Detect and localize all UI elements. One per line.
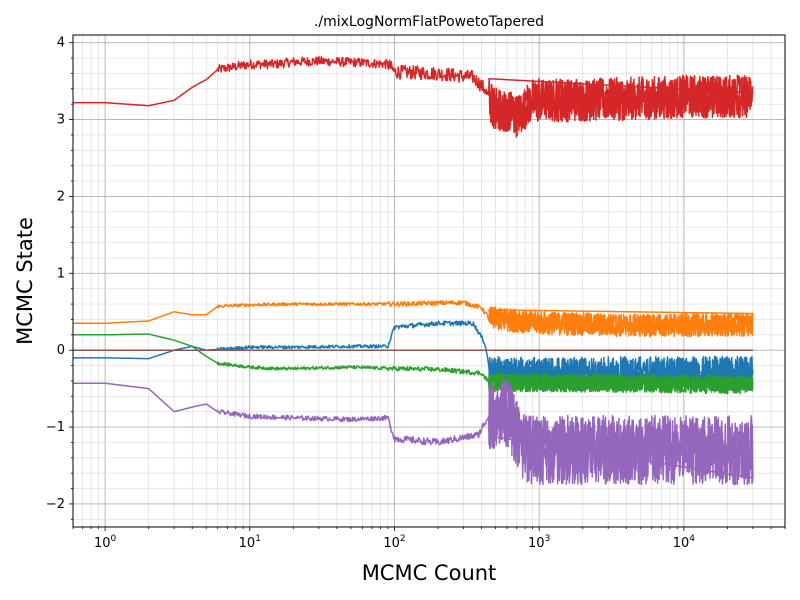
series-line-2 bbox=[72, 300, 754, 338]
y-tick-label: 0 bbox=[57, 343, 65, 358]
plot-frame bbox=[72, 34, 786, 528]
y-tick-label: 1 bbox=[57, 266, 65, 281]
chart-title: ./mixLogNormFlatPowetoTapered bbox=[314, 14, 544, 30]
series-line-4 bbox=[72, 333, 754, 395]
x-tick-label: 102 bbox=[383, 534, 405, 551]
y-axis-label: MCMC State bbox=[13, 217, 37, 345]
x-tick-label: 103 bbox=[528, 534, 550, 551]
x-tick-label: 100 bbox=[94, 534, 117, 551]
y-tick-label: 2 bbox=[57, 189, 65, 204]
x-axis-label: MCMC Count bbox=[362, 561, 497, 585]
y-tick-label: 4 bbox=[57, 36, 65, 51]
y-tick-label: −2 bbox=[46, 497, 65, 512]
axis-ticks: −2 −1 0 1 2 3 4 100 101 102 103 104 bbox=[46, 36, 786, 551]
y-tick-label: −1 bbox=[46, 420, 65, 435]
y-tick-label: 3 bbox=[57, 113, 65, 128]
series-line-6 bbox=[72, 378, 754, 486]
x-tick-label: 104 bbox=[673, 534, 696, 551]
series-lines bbox=[72, 55, 754, 486]
series-line-1 bbox=[72, 55, 754, 138]
x-tick-label: 101 bbox=[239, 534, 261, 551]
